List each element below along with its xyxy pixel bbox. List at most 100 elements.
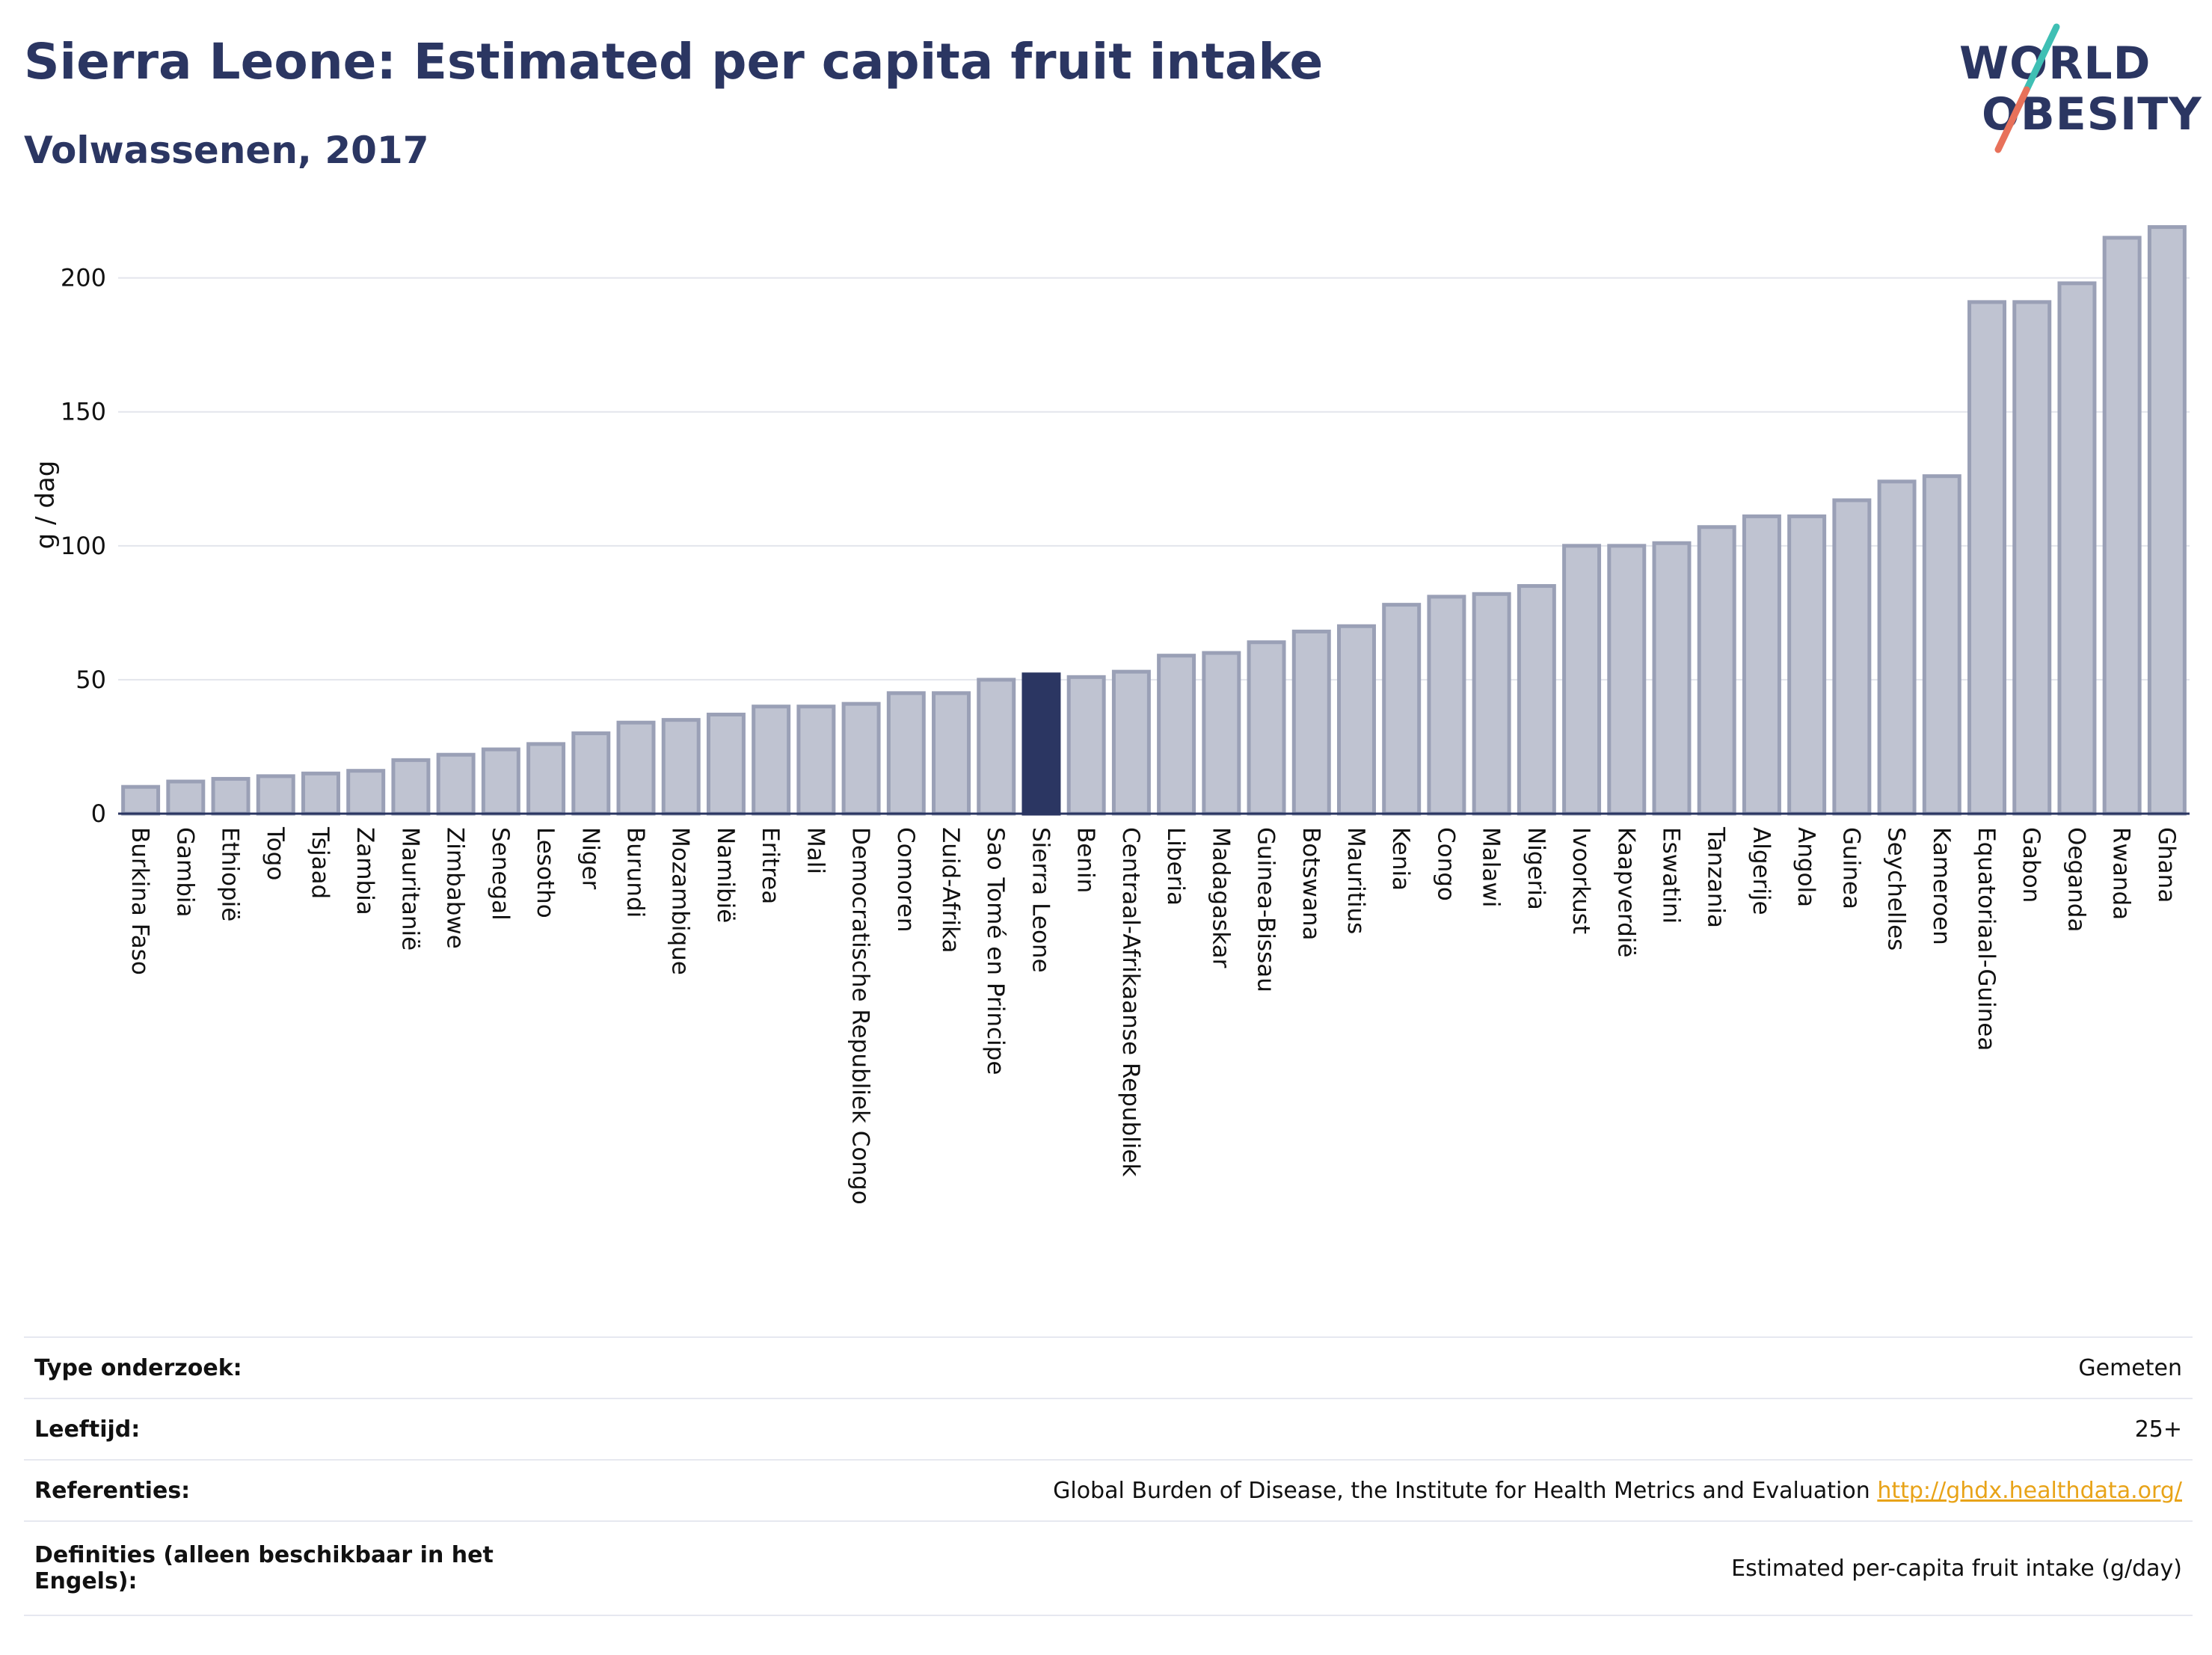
bar-eswatini[interactable] (1652, 541, 1692, 816)
bar-kaapverdi-[interactable] (1607, 544, 1647, 816)
x-tick-label: Nigeria (1523, 827, 1549, 910)
bar-tsjaad[interactable] (301, 771, 340, 816)
bar-kameroen[interactable] (1922, 474, 1961, 816)
bars (121, 225, 2187, 816)
x-tick-label: Benin (1072, 827, 1099, 893)
bar-senegal[interactable] (481, 747, 520, 816)
bar-zambia[interactable] (346, 769, 386, 816)
info-row: Leeftijd: 25+ (24, 1398, 2193, 1460)
info-label: Type onderzoek: (24, 1336, 523, 1398)
bar-madagaskar[interactable] (1202, 651, 1241, 816)
bar-namibi-[interactable] (706, 712, 746, 816)
x-tick-label: Democratische Republiek Congo (847, 827, 874, 1205)
info-value: Global Burden of Disease, the Institute … (523, 1459, 2193, 1521)
bar-burkina-faso[interactable] (121, 784, 161, 816)
page-title: Sierra Leone: Estimated per capita fruit… (24, 33, 1324, 90)
y-tick-label: 50 (76, 666, 106, 694)
x-tick-label: Burkina Faso (126, 827, 153, 975)
bar-lesotho[interactable] (526, 742, 566, 816)
bar-mali[interactable] (796, 704, 836, 816)
x-tick-label: Mauritius (1342, 827, 1369, 934)
x-tick-label: Algerije (1748, 827, 1775, 915)
bar-zimbabwe[interactable] (436, 752, 476, 816)
bar-centraal-afrikaanse-republiek[interactable] (1111, 669, 1151, 816)
bar-tanzania[interactable] (1697, 525, 1736, 816)
world-obesity-logo[interactable]: WORLD OBESITY (1952, 22, 2202, 157)
x-tick-label: Gabon (2018, 827, 2044, 903)
bar-ivoorkust[interactable] (1562, 544, 1602, 816)
bar-togo[interactable] (256, 774, 295, 816)
x-tick-label: Burundi (622, 827, 649, 918)
bar-oeganda[interactable] (2057, 281, 2097, 816)
info-label: Leeftijd: (24, 1398, 523, 1460)
bar-kenia[interactable] (1382, 603, 1422, 816)
bar-sierra-leone[interactable] (1021, 672, 1061, 816)
x-tick-label: Tsjaad (307, 826, 334, 899)
bar-ghana[interactable] (2147, 225, 2187, 816)
x-tick-label: Sao Tomé en Principe (982, 827, 1009, 1075)
bar-democratische-republiek-congo[interactable] (841, 701, 881, 816)
x-tick-label: Senegal (487, 827, 514, 921)
bar-guinea-bissau[interactable] (1247, 640, 1286, 816)
x-tick-label: Ghana (2153, 827, 2180, 903)
bar-sao-tom-en-principe[interactable] (977, 678, 1016, 816)
bar-comoren[interactable] (886, 691, 926, 816)
x-tick-label: Zimbabwe (442, 827, 469, 949)
reference-link[interactable]: http://ghdx.healthdata.org/ (1877, 1477, 2182, 1504)
x-tick-label: Malawi (1478, 827, 1505, 907)
bar-nigeria[interactable] (1517, 584, 1556, 816)
bar-malawi[interactable] (1472, 592, 1511, 816)
bar-gambia[interactable] (166, 779, 206, 816)
bar-rwanda[interactable] (2102, 236, 2142, 816)
x-tick-label: Ethiopië (217, 827, 244, 921)
bar-guinea[interactable] (1832, 498, 1872, 816)
x-tick-label: Mali (802, 827, 829, 874)
bar-mauritius[interactable] (1336, 624, 1376, 816)
x-tick-label: Zuid-Afrika (937, 827, 964, 953)
x-axis: Burkina Faso Gambia Ethiopië Togo Tsjaad Zamb… (118, 812, 2190, 1205)
x-tick-label: Botswana (1297, 827, 1324, 941)
info-value: Gemeten (523, 1336, 2193, 1398)
info-table: Type onderzoek: Gemeten Leeftijd: 25+ Re… (24, 1336, 2193, 1616)
x-tick-label: Zambia (351, 827, 378, 915)
x-tick-label: Kaapverdië (1612, 827, 1639, 957)
bar-benin[interactable] (1066, 675, 1106, 816)
bar-niger[interactable] (571, 731, 611, 816)
x-tick-label: Niger (577, 827, 603, 890)
x-tick-label: Rwanda (2108, 827, 2135, 920)
bar-burundi[interactable] (616, 720, 656, 816)
bar-seychelles[interactable] (1877, 479, 1917, 816)
bar-congo[interactable] (1427, 595, 1466, 816)
y-tick-label: 200 (61, 264, 106, 292)
y-tick-label: 0 (91, 799, 106, 828)
bar-mozambique[interactable] (661, 718, 701, 816)
y-tick-label: 150 (61, 398, 106, 426)
y-axis-label: g / dag (31, 461, 61, 550)
x-tick-label: Eritrea (757, 827, 784, 904)
x-tick-label: Mauritanië (396, 827, 423, 951)
x-tick-label: Kameroen (1928, 827, 1955, 945)
x-tick-label: Mozambique (667, 827, 694, 975)
bar-equatoriaal-guinea[interactable] (1967, 300, 2007, 816)
logo-slash-icon (1994, 23, 2060, 153)
x-tick-label: Equatoriaal-Guinea (1973, 827, 2000, 1051)
bar-botswana[interactable] (1291, 629, 1331, 816)
bar-angola[interactable] (1787, 514, 1827, 816)
y-tick-label: 100 (61, 532, 106, 560)
x-tick-label: Namibië (712, 827, 739, 923)
x-tick-label: Togo (262, 826, 289, 880)
page-subtitle: Volwassenen, 2017 (24, 129, 429, 172)
x-tick-label: Angola (1792, 827, 1819, 907)
bar-eritrea[interactable] (752, 704, 791, 816)
x-tick-label: Tanzania (1703, 826, 1730, 928)
y-axis: 0 50 100 150 200 (61, 264, 106, 828)
x-tick-label: Guinea-Bissau (1253, 827, 1279, 992)
bar-zuid-afrika[interactable] (932, 691, 971, 816)
bar-liberia[interactable] (1157, 654, 1196, 816)
bar-gabon[interactable] (2012, 300, 2052, 816)
bar-algerije[interactable] (1742, 514, 1781, 816)
bar-mauritani-[interactable] (391, 758, 431, 816)
x-tick-label: Ivoorkust (1567, 827, 1594, 934)
x-tick-label: Liberia (1162, 827, 1189, 906)
bar-ethiopi-[interactable] (211, 776, 251, 816)
